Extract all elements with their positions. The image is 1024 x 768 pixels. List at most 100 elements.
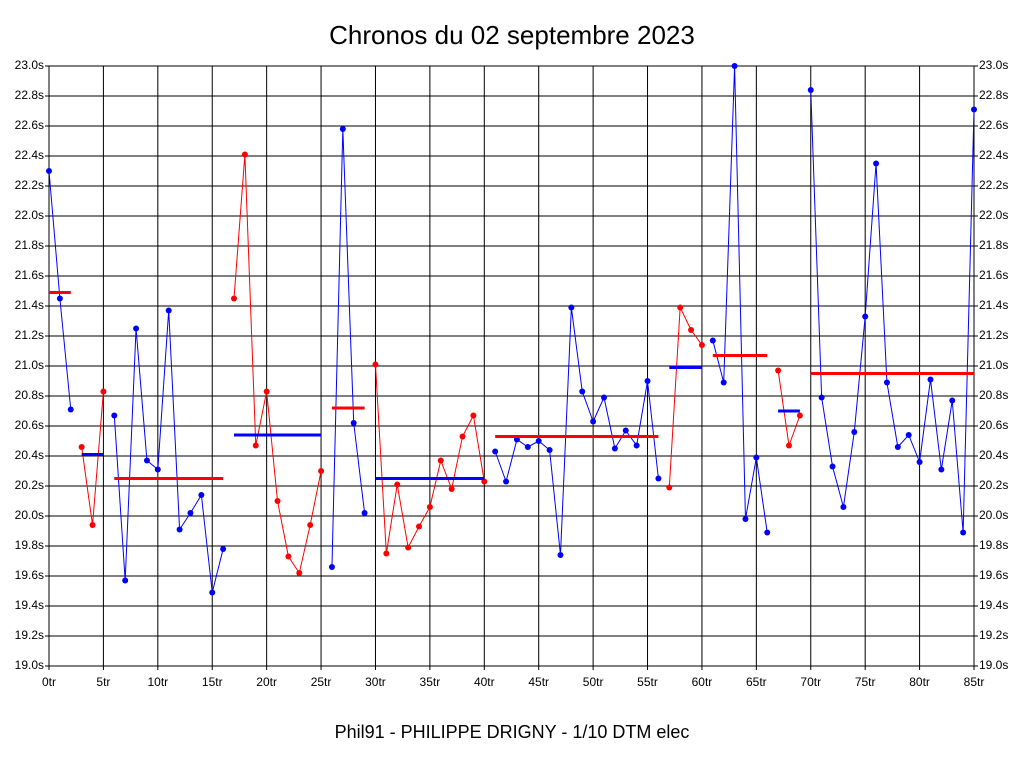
lap-point [568, 304, 575, 311]
lap-point [546, 447, 553, 453]
lap-point [111, 412, 118, 419]
x-tick-label: 45tr [528, 675, 549, 689]
lap-point [764, 529, 771, 536]
lap-point [198, 492, 205, 498]
y-tick-label-right: 21.4s [979, 298, 1008, 312]
x-tick-label: 65tr [746, 675, 767, 689]
y-tick-label: 21.4s [15, 298, 44, 312]
y-tick-label-right: 19.6s [979, 568, 1008, 582]
lap-point [437, 457, 444, 464]
x-tick-label: 30tr [365, 675, 386, 689]
lap-point [78, 444, 85, 450]
x-tick-label: 15tr [202, 675, 223, 689]
lap-point [263, 388, 270, 395]
y-tick-label: 22.2s [15, 178, 44, 192]
lap-point [89, 522, 96, 528]
y-tick-label: 19.2s [15, 628, 44, 642]
y-tick-label: 19.0s [15, 658, 44, 672]
lap-point [176, 526, 183, 533]
y-tick-label: 19.4s [15, 598, 44, 612]
lap-point [274, 498, 281, 504]
lap-point [601, 394, 607, 401]
y-tick-label: 21.8s [15, 238, 44, 252]
y-tick-label: 21.2s [15, 328, 44, 342]
lap-point [187, 510, 194, 516]
lap-point [143, 457, 150, 464]
x-tick-label: 60tr [692, 675, 713, 689]
y-tick-label-right: 20.8s [979, 388, 1008, 402]
lap-point [775, 367, 782, 374]
x-tick-label: 80tr [909, 675, 930, 689]
y-tick-label-right: 21.0s [979, 358, 1008, 372]
y-tick-label-right: 22.4s [979, 148, 1008, 162]
lap-point [133, 325, 140, 332]
lap-line [712, 65, 768, 533]
y-tick-label: 21.0s [15, 358, 44, 372]
lap-point [786, 442, 792, 449]
lap-point [165, 307, 172, 314]
lap-point [296, 570, 303, 576]
lap-point [492, 448, 499, 455]
lap-point [731, 63, 738, 69]
y-tick-label-right: 23.0s [979, 58, 1008, 72]
x-tick-label: 40tr [474, 675, 495, 689]
lap-point [677, 304, 684, 311]
y-tick-label: 21.6s [15, 268, 44, 282]
lap-point [307, 522, 314, 528]
lap-point [742, 516, 749, 522]
lap-point [633, 442, 640, 449]
lap-point [67, 406, 74, 413]
x-tick-label: 0tr [42, 675, 56, 689]
y-tick-label-right: 22.2s [979, 178, 1008, 192]
lap-point [209, 589, 216, 596]
lap-point [241, 151, 248, 158]
y-tick-label: 22.0s [15, 208, 44, 222]
lap-line [331, 128, 366, 568]
lap-point [361, 510, 368, 516]
lap-point [666, 484, 673, 491]
y-tick-label: 20.0s [15, 508, 44, 522]
lap-point [590, 418, 597, 425]
lap-point [350, 420, 357, 426]
y-tick-label: 22.8s [15, 88, 44, 102]
lap-point [56, 295, 63, 302]
y-tick-label-right: 20.0s [979, 508, 1008, 522]
lap-point [894, 444, 901, 450]
x-tick-label: 20tr [256, 675, 277, 689]
lap-point [394, 481, 401, 488]
lap-point [905, 432, 912, 438]
y-tick-label: 19.6s [15, 568, 44, 582]
lap-point [328, 564, 335, 570]
y-tick-label-right: 19.0s [979, 658, 1008, 672]
footer: Phil91 - PHILIPPE DRIGNY - 1/10 DTM elec [335, 722, 690, 742]
y-tick-label-right: 21.8s [979, 238, 1008, 252]
lap-point [927, 376, 934, 383]
x-tick-label: 75tr [855, 675, 876, 689]
x-tick-label: 35tr [420, 675, 441, 689]
lap-point [318, 468, 325, 474]
x-tick-label: 85tr [964, 675, 985, 689]
lap-point [372, 361, 379, 368]
lap-line [668, 305, 703, 488]
lap-point [100, 388, 107, 395]
lap-point [285, 553, 292, 560]
chart-title: Chronos du 02 septembre 2023 [329, 20, 695, 50]
y-tick-label: 20.4s [15, 448, 44, 462]
y-tick-label: 23.0s [15, 58, 44, 72]
lap-point [720, 379, 727, 386]
lap-point [688, 327, 695, 333]
y-tick-label-right: 22.0s [979, 208, 1008, 222]
lap-point [883, 379, 890, 386]
y-tick-label-right: 22.8s [979, 88, 1008, 102]
lap-point [339, 126, 346, 132]
y-tick-label-right: 20.6s [979, 418, 1008, 432]
y-tick-label: 22.4s [15, 148, 44, 162]
lap-point [426, 504, 433, 510]
y-tick-label: 22.6s [15, 118, 44, 132]
lap-point [840, 504, 847, 510]
y-tick-label: 20.8s [15, 388, 44, 402]
lap-point [405, 544, 412, 551]
y-tick-label-right: 19.2s [979, 628, 1008, 642]
